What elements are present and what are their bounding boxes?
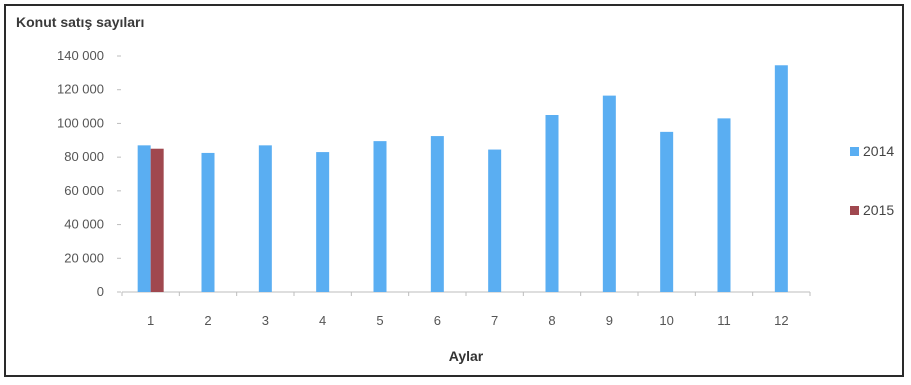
x-tick-label: 8 xyxy=(548,313,555,328)
y-tick-label: 80 000 xyxy=(64,149,104,164)
x-tick-label: 1 xyxy=(147,313,154,328)
y-tick-label: 0 xyxy=(97,284,104,299)
legend-label-2015: 2015 xyxy=(863,202,894,218)
bar-2014-6 xyxy=(430,136,444,292)
x-axis-label: Aylar xyxy=(449,348,484,364)
bar-2014-4 xyxy=(316,152,330,292)
x-tick-label: 11 xyxy=(717,313,731,328)
bar-2014-5 xyxy=(373,141,387,292)
bar-2014-12 xyxy=(774,65,788,293)
y-axis-ticks: 0 20 000 40 000 60 000 80 000 100 000 120 000 1… xyxy=(57,48,121,299)
x-tick-label: 4 xyxy=(319,313,326,328)
chart-title: Konut satış sayıları xyxy=(16,14,145,30)
x-tick-label: 10 xyxy=(659,313,673,328)
legend: 2014 2015 xyxy=(850,143,894,218)
x-tick-label: 2 xyxy=(204,313,211,328)
y-tick-label: 60 000 xyxy=(64,183,104,198)
bar-2014-7 xyxy=(488,149,502,292)
bar-2014-1 xyxy=(137,145,151,292)
bar-2014-11 xyxy=(717,118,731,292)
x-tick-label: 7 xyxy=(491,313,498,328)
x-axis-ticks: 1 2 3 4 5 6 7 8 9 10 11 12 xyxy=(121,292,811,328)
x-tick-label: 6 xyxy=(434,313,441,328)
bar-2014-3 xyxy=(258,145,272,292)
x-tick-label: 5 xyxy=(376,313,383,328)
y-tick-label: 120 000 xyxy=(57,82,104,97)
bars xyxy=(137,65,788,293)
y-tick-label: 20 000 xyxy=(64,250,104,265)
legend-swatch-2014 xyxy=(850,147,859,156)
bar-2014-9 xyxy=(602,95,616,292)
x-tick-label: 3 xyxy=(262,313,269,328)
y-tick-label: 100 000 xyxy=(57,115,104,130)
bar-2014-10 xyxy=(660,131,674,292)
bar-2015-1 xyxy=(150,148,164,292)
y-tick-label: 40 000 xyxy=(64,217,104,232)
legend-label-2014: 2014 xyxy=(863,143,894,159)
x-tick-label: 12 xyxy=(774,313,788,328)
bar-2014-8 xyxy=(545,115,559,292)
x-tick-label: 9 xyxy=(606,313,613,328)
y-tick-label: 140 000 xyxy=(57,48,104,63)
bar-2014-2 xyxy=(201,152,215,292)
legend-swatch-2015 xyxy=(850,206,859,215)
